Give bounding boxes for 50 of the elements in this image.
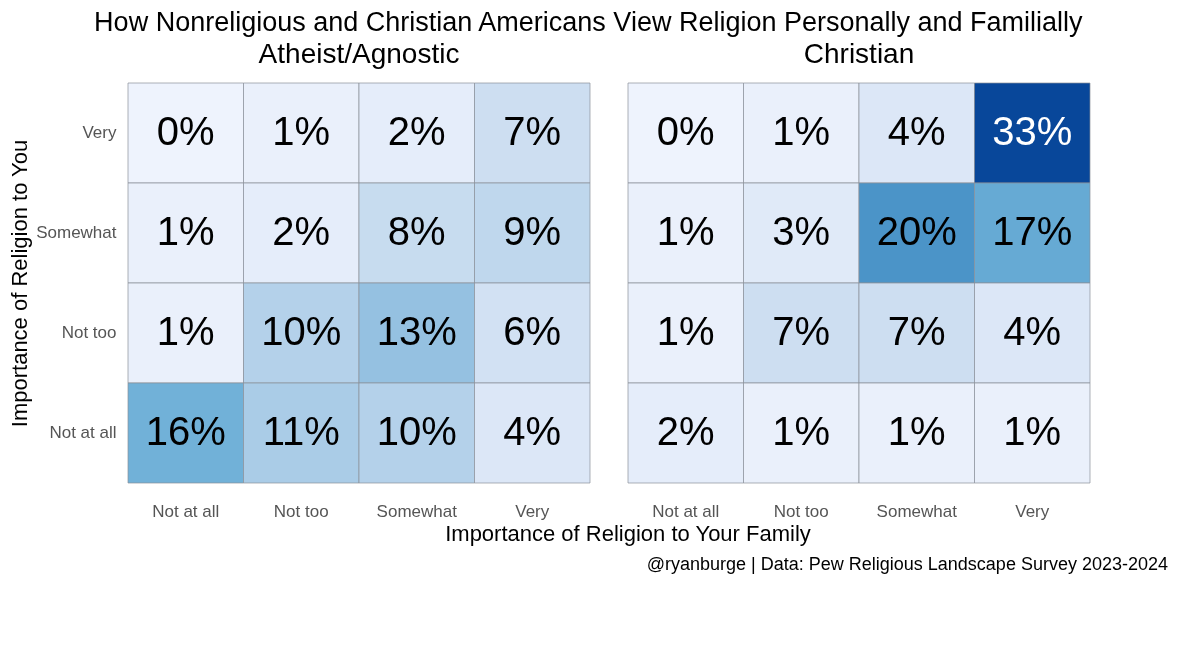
data-label: 1% <box>656 309 715 353</box>
data-label: 16% <box>145 409 226 453</box>
y-tick-label: Somewhat <box>36 223 117 242</box>
data-label: 17% <box>992 209 1073 253</box>
x-tick-label: Very <box>1015 501 1050 521</box>
chart-subtitle: Atheist/Agnostic <box>258 37 460 69</box>
x-axis-title: Importance of Religion to Your Family <box>445 521 811 546</box>
data-label: 6% <box>503 309 562 353</box>
data-label: 1% <box>272 109 331 153</box>
data-label: 10% <box>376 409 457 453</box>
data-label: 3% <box>772 209 831 253</box>
data-label: 10% <box>261 309 342 353</box>
text: @ryanburge | Data: Pew Religious Landscape Survey 2023-2024 <box>646 554 1168 574</box>
x-tick-label: Very <box>515 501 550 521</box>
data-label: 1% <box>156 209 215 253</box>
data-label: 7% <box>887 309 946 353</box>
data-label: 2% <box>387 109 446 153</box>
data-label: 4% <box>1003 309 1062 353</box>
data-label: 1% <box>1003 409 1062 453</box>
data-label: 2% <box>272 209 331 253</box>
data-label: 1% <box>656 209 715 253</box>
data-label: 2% <box>656 409 715 453</box>
x-tick-label: Not at all <box>152 501 220 521</box>
y-tick-label: Not too <box>61 323 117 342</box>
chart-subtitle: Christian <box>803 37 915 69</box>
y-tick-label: Not at all <box>49 423 117 442</box>
data-label: 0% <box>156 109 215 153</box>
data-label: 11% <box>262 409 340 453</box>
data-label: 9% <box>503 209 562 253</box>
y-axis-title: Importance of Religion to You <box>7 139 33 428</box>
data-label: 7% <box>772 309 831 353</box>
data-label: 20% <box>876 209 957 253</box>
data-label: 4% <box>503 409 562 453</box>
x-tick-label: Somewhat <box>876 501 958 521</box>
data-label: 8% <box>387 209 446 253</box>
x-tick-label: Not too <box>273 501 329 521</box>
data-label: 0% <box>656 109 715 153</box>
data-label: 33% <box>992 109 1073 153</box>
x-tick-label: Somewhat <box>376 501 458 521</box>
data-label: 1% <box>887 409 946 453</box>
data-label: 13% <box>376 309 457 353</box>
chart-title: How Nonreligious and Christian Americans View Religion Personally and Familially <box>94 6 1084 37</box>
data-label: 1% <box>156 309 215 353</box>
data-label: 1% <box>772 109 831 153</box>
data-label: 1% <box>772 409 831 453</box>
y-tick-label: Very <box>82 123 117 142</box>
data-label: 7% <box>503 109 562 153</box>
x-tick-label: Not too <box>773 501 829 521</box>
x-tick-label: Not at all <box>652 501 720 521</box>
data-label: 4% <box>887 109 946 153</box>
